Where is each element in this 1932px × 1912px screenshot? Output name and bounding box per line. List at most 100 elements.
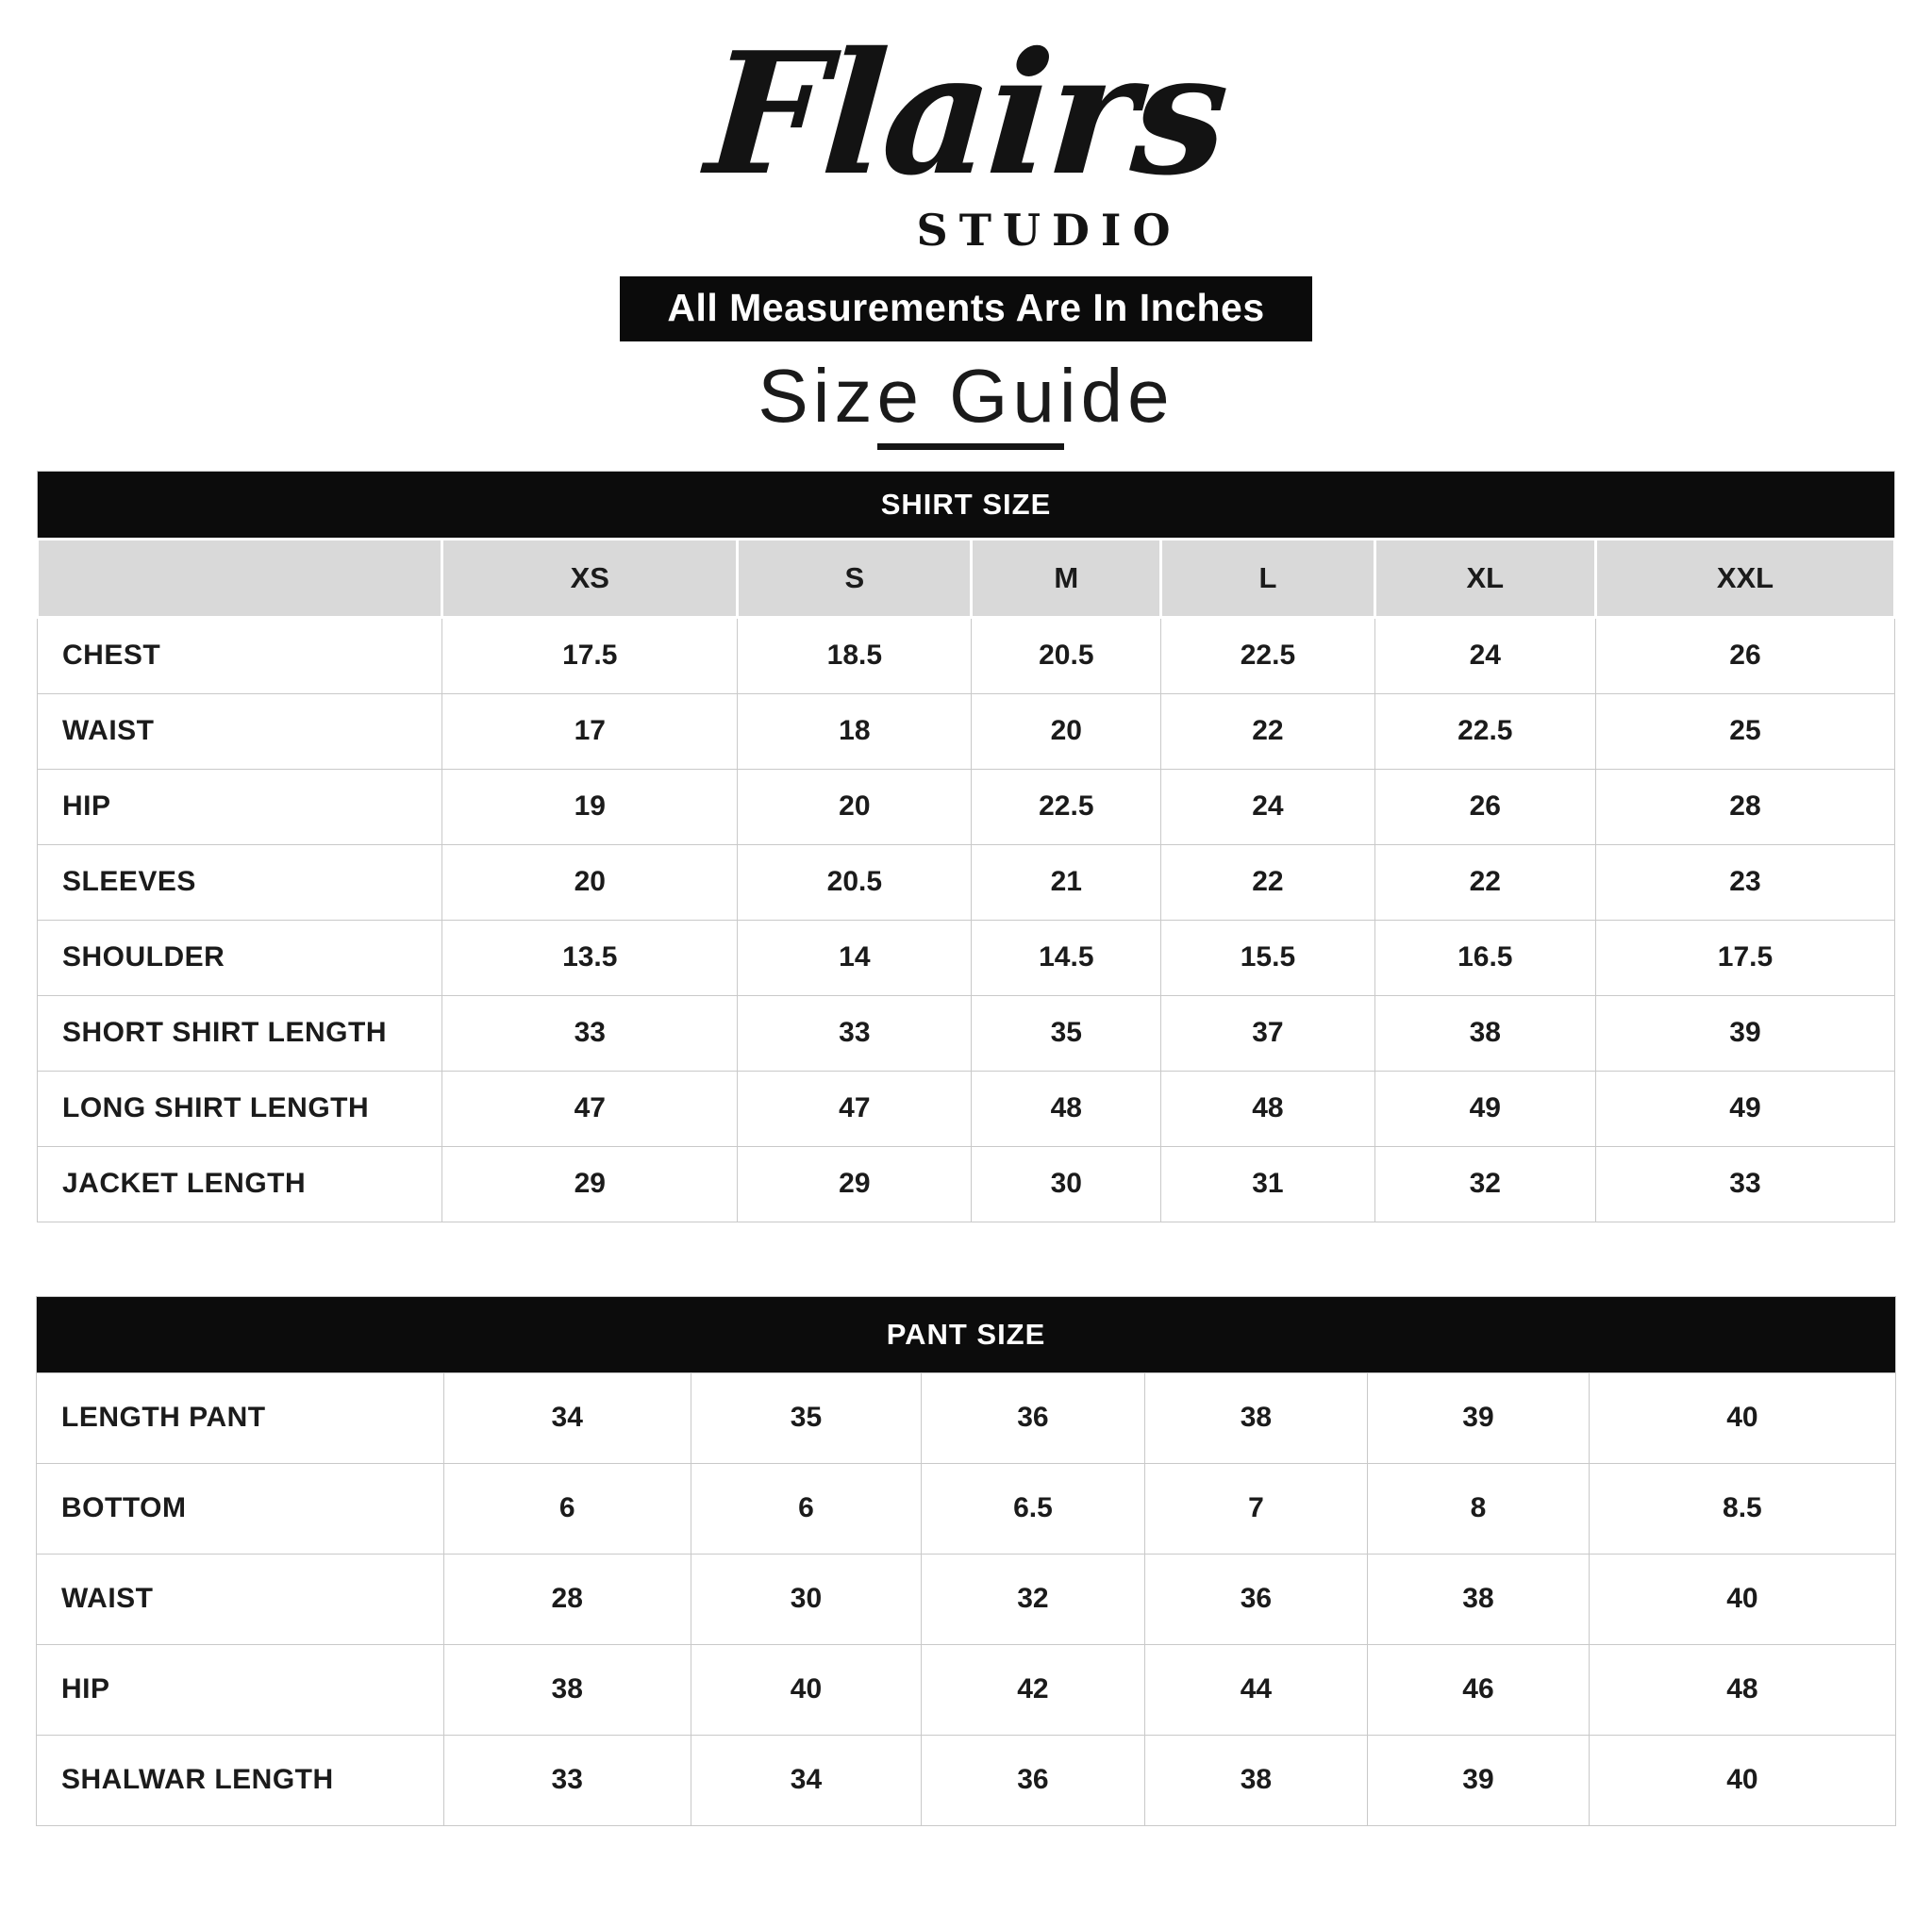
measurement-cell: 25 [1594, 692, 1896, 770]
brand-subtitle: STUDIO [916, 204, 1182, 256]
table-row: LONG SHIRT LENGTH 47 47 48 48 49 49 [36, 1070, 1896, 1147]
measurement-cell: 20 [737, 768, 973, 845]
pant-table-title: PANT SIZE [36, 1296, 1896, 1373]
measurement-cell: 22 [1160, 843, 1375, 921]
measurement-cell: 23 [1594, 843, 1896, 921]
measurement-cell: 8.5 [1588, 1462, 1897, 1555]
measurement-cell: 40 [1588, 1553, 1897, 1645]
measurement-cell: 22 [1160, 692, 1375, 770]
size-header-xs: XS [441, 537, 740, 619]
measurement-cell: 48 [1160, 1070, 1375, 1147]
pant-table-body: LENGTH PANT 34 35 36 38 39 40 BOTTOM 6 6 6.5 7 8 8.5 W… [36, 1372, 1897, 1826]
measurement-cell: 18 [737, 692, 973, 770]
measurement-cell: 42 [921, 1643, 1145, 1736]
measurement-cell: 24 [1160, 768, 1375, 845]
table-row: WAIST 28 30 32 36 38 40 [36, 1553, 1897, 1645]
measurement-cell: 7 [1143, 1462, 1369, 1555]
measurement-cell: 38 [1374, 994, 1596, 1072]
measurement-cell: 35 [971, 994, 1162, 1072]
brand-logo: Flairs STUDIO [0, 0, 1932, 252]
table-row: JACKET LENGTH 29 29 30 31 32 33 [36, 1145, 1896, 1222]
row-label: HIP [36, 768, 443, 845]
measurement-cell: 34 [442, 1372, 691, 1464]
measurement-cell: 22.5 [1160, 616, 1375, 694]
measurement-cell: 22 [1374, 843, 1596, 921]
brand-name-script: Flairs [701, 15, 1231, 212]
table-row: LENGTH PANT 34 35 36 38 39 40 [36, 1372, 1897, 1464]
measurement-cell: 15.5 [1160, 919, 1375, 996]
measurement-cell: 28 [442, 1553, 691, 1645]
measurement-cell: 49 [1374, 1070, 1596, 1147]
measurement-cell: 21 [971, 843, 1162, 921]
measurement-cell: 20.5 [737, 843, 973, 921]
pant-table-banner-row: PANT SIZE [36, 1296, 1896, 1373]
size-header-m: M [970, 537, 1163, 619]
row-label: LONG SHIRT LENGTH [36, 1070, 443, 1147]
measurement-cell: 48 [971, 1070, 1162, 1147]
table-row: SHALWAR LENGTH 33 34 36 38 39 40 [36, 1734, 1897, 1826]
shirt-table-title: SHIRT SIZE [37, 471, 1895, 540]
measurement-cell: 49 [1594, 1070, 1896, 1147]
measurement-cell: 22.5 [1374, 692, 1596, 770]
measurement-cell: 30 [971, 1145, 1162, 1222]
table-row: BOTTOM 6 6 6.5 7 8 8.5 [36, 1462, 1897, 1555]
measurement-cell: 6 [442, 1462, 691, 1555]
pant-size-section: PANT SIZE LENGTH PANT 34 35 36 38 39 40 BOTTOM 6… [36, 1295, 1897, 1826]
measurement-cell: 37 [1160, 994, 1375, 1072]
measurement-cell: 34 [690, 1734, 923, 1826]
measurement-cell: 14 [737, 919, 973, 996]
measurement-cell: 24 [1374, 616, 1596, 694]
pant-size-table: PANT SIZE LENGTH PANT 34 35 36 38 39 40 BOTTOM 6… [36, 1295, 1897, 1826]
table-row: HIP 19 20 22.5 24 26 28 [36, 768, 1896, 845]
row-label: SHALWAR LENGTH [36, 1734, 444, 1826]
row-label: SLEEVES [36, 843, 443, 921]
row-label: SHOULDER [36, 919, 443, 996]
measurement-cell: 28 [1594, 768, 1896, 845]
measurement-cell: 30 [690, 1553, 923, 1645]
measurement-cell: 38 [1143, 1372, 1369, 1464]
measurement-cell: 38 [1367, 1553, 1590, 1645]
measurement-cell: 29 [737, 1145, 973, 1222]
shirt-table-body: CHEST 17.5 18.5 20.5 22.5 24 26 WAIST 17 18 20 22 22… [36, 616, 1896, 1222]
measurement-cell: 39 [1367, 1372, 1590, 1464]
row-label: CHEST [36, 616, 443, 694]
measurement-cell: 17 [441, 692, 739, 770]
measurements-banner: All Measurements Are In Inches [620, 275, 1312, 341]
row-label: WAIST [36, 1553, 444, 1645]
measurement-cell: 46 [1367, 1643, 1590, 1736]
shirt-size-table: SHIRT SIZE XS S M L XL XXL CHEST 17.5 18.5… [35, 470, 1897, 1222]
page-title: Size Guide [758, 353, 1174, 438]
measurement-cell: 8 [1367, 1462, 1590, 1555]
measurement-cell: 19 [441, 768, 739, 845]
measurement-cell: 36 [1143, 1553, 1369, 1645]
measurement-cell: 35 [690, 1372, 923, 1464]
row-label: SHORT SHIRT LENGTH [36, 994, 443, 1072]
measurement-cell: 32 [921, 1553, 1145, 1645]
row-label: LENGTH PANT [36, 1372, 444, 1464]
row-label: WAIST [36, 692, 443, 770]
measurement-cell: 33 [737, 994, 973, 1072]
size-header-s: S [736, 537, 974, 619]
shirt-size-section: SHIRT SIZE XS S M L XL XXL CHEST 17.5 18.5… [35, 470, 1897, 1222]
title-underline [877, 442, 1064, 450]
size-header-blank [35, 537, 444, 619]
measurement-cell: 36 [921, 1734, 1145, 1826]
measurement-cell: 20 [971, 692, 1162, 770]
measurement-cell: 33 [441, 994, 739, 1072]
measurement-cell: 39 [1594, 994, 1896, 1072]
measurement-cell: 16.5 [1374, 919, 1596, 996]
table-row: CHEST 17.5 18.5 20.5 22.5 24 26 [36, 616, 1896, 694]
measurement-cell: 22.5 [971, 768, 1162, 845]
measurement-cell: 38 [442, 1643, 691, 1736]
measurement-cell: 38 [1143, 1734, 1369, 1826]
measurement-cell: 44 [1143, 1643, 1369, 1736]
row-label: BOTTOM [36, 1462, 444, 1555]
measurement-cell: 36 [921, 1372, 1145, 1464]
measurement-cell: 40 [690, 1643, 923, 1736]
measurement-cell: 6 [690, 1462, 923, 1555]
size-header-xxl: XXL [1593, 537, 1897, 619]
measurement-cell: 20.5 [971, 616, 1162, 694]
measurement-cell: 31 [1160, 1145, 1375, 1222]
table-row: SHOULDER 13.5 14 14.5 15.5 16.5 17.5 [36, 919, 1896, 996]
